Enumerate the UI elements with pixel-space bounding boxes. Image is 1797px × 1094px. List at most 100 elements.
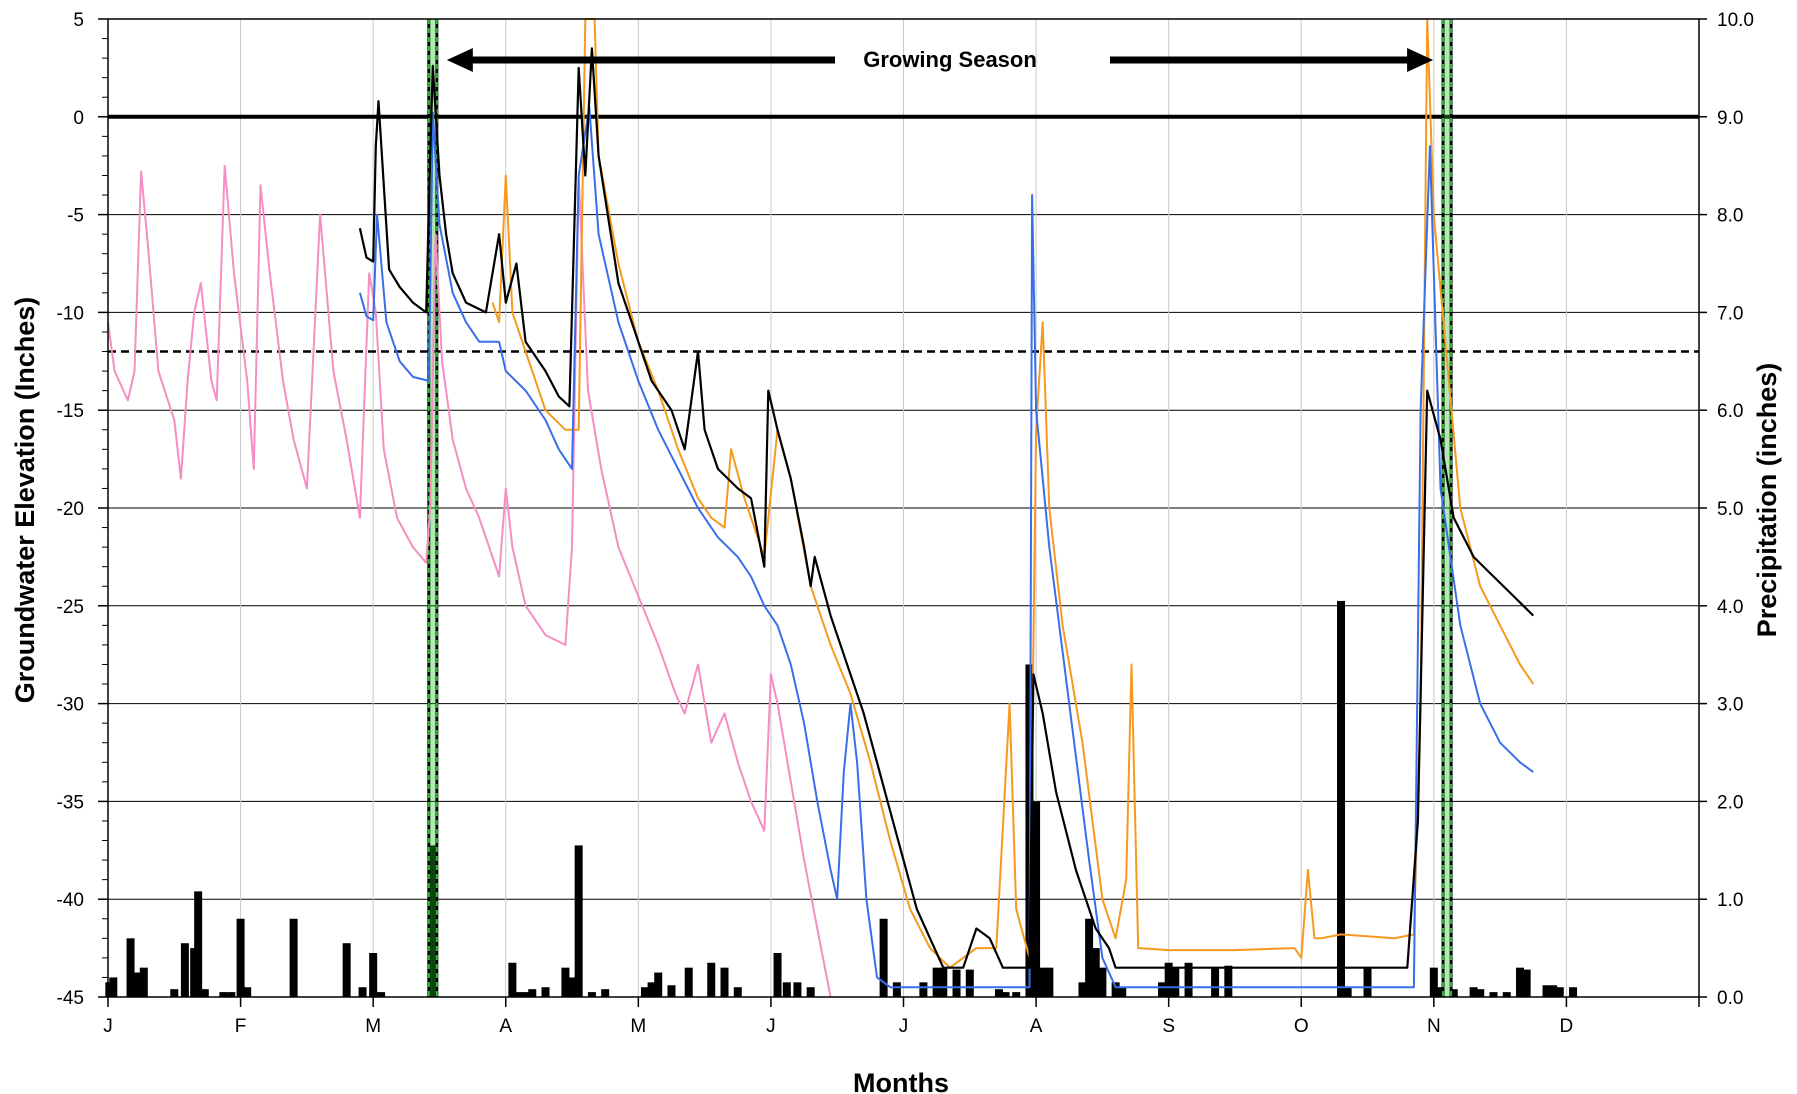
- precip-bar: [1429, 967, 1438, 997]
- x-tick-label: A: [499, 1016, 512, 1037]
- x-tick-label: F: [235, 1016, 247, 1037]
- y-tick-label: -5: [67, 206, 84, 227]
- precip-bar: [574, 845, 583, 997]
- precip-bar: [342, 943, 351, 997]
- y-tick-label: -45: [57, 988, 84, 1009]
- precip-bar: [892, 982, 901, 997]
- precip-bar: [1098, 967, 1107, 997]
- precip-bar: [1363, 967, 1372, 997]
- x-tick-label: M: [365, 1016, 381, 1037]
- y2-tick-label: 9.0: [1717, 108, 1743, 129]
- precip-bar: [1516, 967, 1525, 997]
- precip-bar: [1449, 989, 1458, 997]
- y-tick-label: -40: [57, 890, 84, 911]
- precip-bar: [541, 987, 550, 997]
- y-tick-label: -15: [57, 401, 84, 422]
- precip-bar: [793, 982, 802, 997]
- y2-tick-label: 7.0: [1717, 303, 1743, 324]
- precip-bar: [180, 943, 189, 997]
- precip-bar: [939, 967, 948, 997]
- x-tick-label: J: [103, 1016, 113, 1037]
- plot-border: [107, 18, 1700, 998]
- y-tick-label: -25: [57, 597, 84, 618]
- y2-tick-label: 5.0: [1717, 499, 1743, 520]
- tick-labels: 5 0 -5 -10 -15 -20 -25 -30 -35 -40 -45 10.0 9.0 8.0 7.…: [57, 10, 1754, 1037]
- series-line-orange: [491, 18, 1535, 969]
- y-tick-label: -30: [57, 695, 84, 716]
- precip-bar: [1001, 992, 1010, 997]
- precip-bar: [707, 962, 716, 997]
- x-tick-label: J: [766, 1016, 776, 1037]
- precip-bar: [601, 989, 610, 997]
- precip-bar: [1555, 987, 1564, 997]
- precip-bar: [369, 952, 378, 997]
- precip-bar: [952, 969, 961, 997]
- precip-bar: [561, 967, 570, 997]
- precip-bar: [126, 938, 135, 997]
- precip-bar: [965, 969, 974, 997]
- precip-bar: [1224, 965, 1233, 997]
- precip-bar: [1522, 969, 1531, 997]
- precip-bar: [515, 992, 524, 997]
- precip-bar: [134, 972, 143, 997]
- precip-bar: [994, 989, 1003, 997]
- growing-season-annotation: Growing Season: [446, 47, 1434, 72]
- precip-bar: [109, 977, 118, 997]
- precip-bar: [667, 985, 676, 997]
- y-tick-label: -35: [57, 792, 84, 813]
- precip-bar: [200, 989, 209, 997]
- precip-bar: [919, 982, 928, 997]
- precip-bar: [733, 987, 742, 997]
- precip-bar: [243, 987, 252, 997]
- precip-bar: [1502, 992, 1511, 997]
- y2-tick-label: 1.0: [1717, 890, 1743, 911]
- precip-bar: [1158, 982, 1167, 997]
- y-tick-label: -20: [57, 499, 84, 520]
- left-arrow-head: [446, 48, 473, 72]
- reference-lines: [108, 114, 1699, 353]
- x-tick-label: M: [630, 1016, 646, 1037]
- precip-bar: [1032, 801, 1041, 997]
- y-tick-label: 5: [73, 10, 84, 31]
- precip-bar: [932, 967, 941, 997]
- precip-bar: [236, 918, 245, 997]
- y2-tick-label: 2.0: [1717, 792, 1743, 813]
- precipitation-bars: [105, 600, 1578, 997]
- precip-bar: [528, 989, 537, 997]
- precip-bar: [521, 992, 530, 997]
- series-line-blue: [358, 106, 1534, 989]
- precip-bar: [289, 918, 298, 997]
- y2-tick-label: 0.0: [1717, 988, 1743, 1009]
- precip-bar: [587, 992, 596, 997]
- y2-tick-label: 10.0: [1717, 10, 1754, 31]
- y2-tick-label: 4.0: [1717, 597, 1743, 618]
- series-lines: [107, 18, 1535, 998]
- season-marker-band: [1444, 19, 1451, 997]
- precip-bar: [806, 987, 815, 997]
- precip-bar: [1211, 967, 1220, 997]
- x-tick-label: J: [899, 1016, 909, 1037]
- precip-bar: [358, 987, 367, 997]
- x-axis-title: Months: [853, 1068, 949, 1094]
- precip-bar: [1164, 962, 1173, 997]
- precip-bar: [428, 845, 437, 997]
- precip-bar: [1118, 987, 1127, 997]
- x-tick-label: A: [1030, 1016, 1043, 1037]
- precip-bar: [1078, 982, 1087, 997]
- series-line-pink: [107, 164, 832, 998]
- precip-bar: [1549, 985, 1558, 997]
- precip-bar: [773, 952, 782, 997]
- precip-bar: [1343, 987, 1352, 997]
- precip-bar: [1038, 967, 1047, 997]
- precip-bar: [1569, 987, 1578, 997]
- precip-bar: [684, 967, 693, 997]
- precip-bar: [139, 967, 148, 997]
- precip-bar: [1012, 992, 1021, 997]
- precip-bar: [1184, 962, 1193, 997]
- x-tick-label: S: [1162, 1016, 1175, 1037]
- y-tick-label: -10: [57, 303, 84, 324]
- precip-bar: [1085, 918, 1094, 997]
- precip-bar: [219, 992, 228, 997]
- y-axis-title: Groundwater Elevation (Inches): [10, 297, 40, 704]
- precip-bar: [1111, 982, 1120, 997]
